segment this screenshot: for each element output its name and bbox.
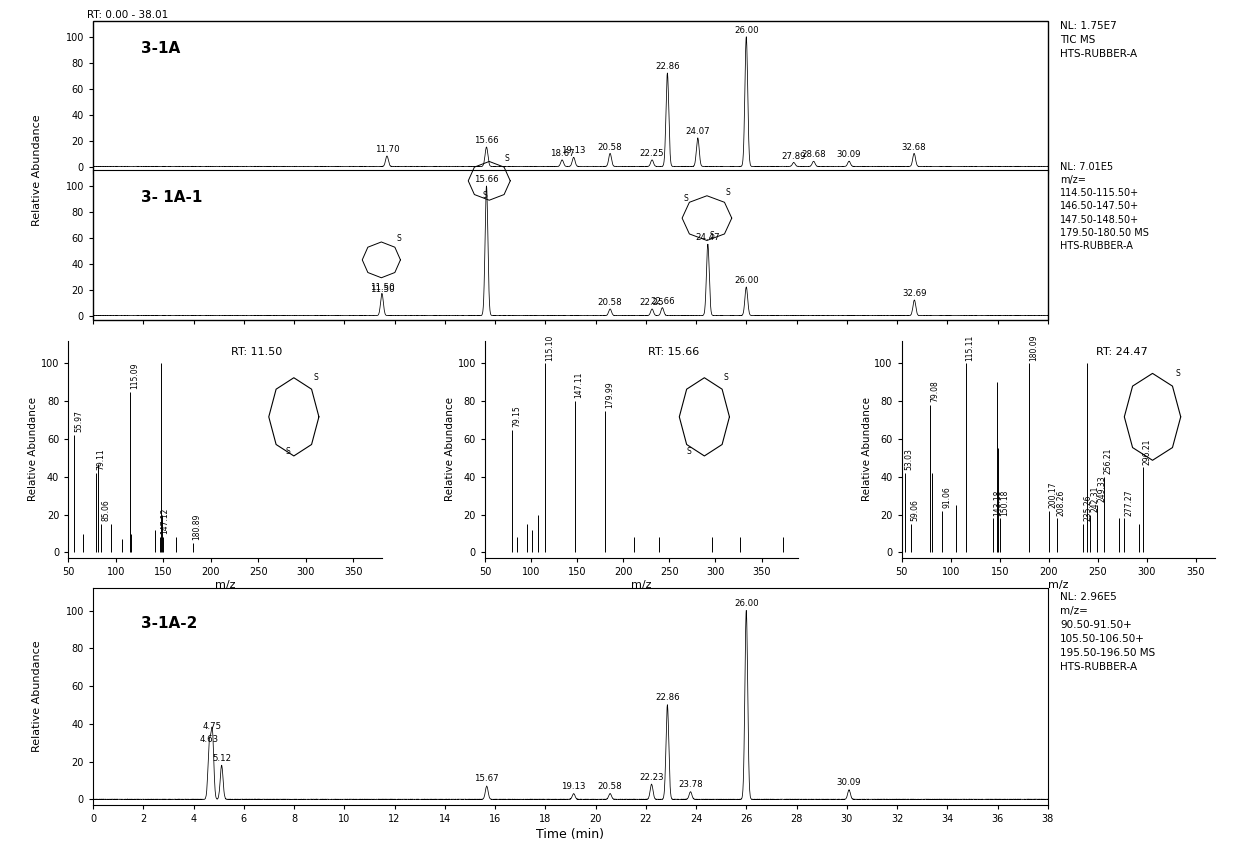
- Text: 28.68: 28.68: [801, 151, 826, 159]
- Text: 24.07: 24.07: [686, 127, 711, 136]
- Text: 55.97: 55.97: [74, 411, 83, 433]
- Text: S: S: [396, 234, 401, 244]
- Text: RT: 0.00 - 38.01: RT: 0.00 - 38.01: [87, 9, 169, 20]
- Text: 19.13: 19.13: [562, 147, 587, 155]
- Text: RT: 15.66: RT: 15.66: [649, 348, 699, 357]
- Text: 3- 1A-1: 3- 1A-1: [141, 190, 202, 204]
- Text: 26.00: 26.00: [734, 276, 759, 285]
- Text: 22.86: 22.86: [655, 62, 680, 72]
- Text: 15.67: 15.67: [475, 774, 498, 784]
- Text: 150.18: 150.18: [999, 489, 1009, 515]
- Text: S: S: [709, 232, 714, 240]
- Text: 23.78: 23.78: [678, 780, 703, 789]
- Text: 3-1A-2: 3-1A-2: [141, 616, 197, 631]
- Text: 11.50: 11.50: [370, 285, 394, 294]
- X-axis label: Time (min): Time (min): [537, 828, 604, 841]
- Text: 11.70: 11.70: [374, 145, 399, 154]
- Text: 79.15: 79.15: [512, 405, 521, 427]
- Y-axis label: Relative Abundance: Relative Abundance: [29, 397, 38, 502]
- Text: 79.08: 79.08: [930, 381, 939, 402]
- Text: 277.27: 277.27: [1125, 489, 1133, 515]
- Text: 22.86: 22.86: [655, 694, 680, 702]
- Text: S: S: [482, 191, 487, 200]
- Text: Relative Abundance: Relative Abundance: [32, 114, 42, 227]
- Text: S: S: [1176, 369, 1180, 377]
- Text: 27.89: 27.89: [781, 152, 806, 161]
- Text: 30.09: 30.09: [837, 151, 862, 159]
- Text: 147.11: 147.11: [574, 372, 584, 399]
- Text: S: S: [314, 373, 319, 382]
- Text: 22.66: 22.66: [650, 296, 675, 306]
- Text: S: S: [503, 154, 508, 163]
- Text: 20.58: 20.58: [598, 298, 622, 308]
- Text: 91.06: 91.06: [942, 486, 951, 508]
- Text: 256.21: 256.21: [1104, 447, 1112, 474]
- Text: 30.09: 30.09: [837, 778, 862, 787]
- Text: 208.26: 208.26: [1056, 489, 1066, 515]
- Text: 115.10: 115.10: [546, 334, 554, 360]
- Text: 11.50: 11.50: [370, 283, 394, 291]
- Text: S: S: [686, 447, 691, 456]
- Text: NL: 2.96E5
m/z=
90.50-91.50+
105.50-106.50+
195.50-196.50 MS
HTS-RUBBER-A: NL: 2.96E5 m/z= 90.50-91.50+ 105.50-106.…: [1060, 592, 1156, 672]
- Y-axis label: Relative Abundance: Relative Abundance: [862, 397, 872, 502]
- Text: 59.06: 59.06: [910, 499, 920, 521]
- Text: 4.75: 4.75: [203, 722, 222, 730]
- Text: NL: 7.01E5
m/z=
114.50-115.50+
146.50-147.50+
147.50-148.50+
179.50-180.50 MS
HT: NL: 7.01E5 m/z= 114.50-115.50+ 146.50-14…: [1060, 162, 1149, 251]
- Text: 4.63: 4.63: [200, 734, 219, 744]
- Text: 79.11: 79.11: [95, 449, 105, 470]
- Text: RT: 24.47: RT: 24.47: [1096, 348, 1148, 357]
- Text: 3-1A: 3-1A: [141, 41, 180, 55]
- Text: 18.67: 18.67: [549, 149, 574, 158]
- Text: 19.13: 19.13: [562, 782, 587, 791]
- Text: 53.03: 53.03: [905, 448, 914, 470]
- Text: 5.12: 5.12: [212, 754, 231, 763]
- Text: 20.58: 20.58: [598, 142, 622, 152]
- Text: 15.66: 15.66: [474, 175, 498, 184]
- Text: 296.21: 296.21: [1143, 438, 1152, 464]
- Text: 147.12: 147.12: [160, 508, 170, 534]
- X-axis label: m/z: m/z: [631, 580, 652, 590]
- Text: 15.66: 15.66: [474, 136, 498, 145]
- Text: S: S: [683, 194, 688, 203]
- Text: 22.25: 22.25: [640, 149, 665, 158]
- Text: 32.68: 32.68: [901, 142, 926, 152]
- Text: NL: 1.75E7
TIC MS
HTS-RUBBER-A: NL: 1.75E7 TIC MS HTS-RUBBER-A: [1060, 21, 1137, 60]
- Text: S: S: [724, 373, 729, 382]
- Text: 235.26: 235.26: [1084, 495, 1092, 521]
- Text: Relative Abundance: Relative Abundance: [32, 641, 42, 752]
- Text: S: S: [725, 188, 730, 197]
- Text: 26.00: 26.00: [734, 26, 759, 35]
- Text: 115.11: 115.11: [966, 334, 975, 360]
- X-axis label: m/z: m/z: [1048, 580, 1069, 590]
- X-axis label: m/z: m/z: [215, 580, 236, 590]
- Y-axis label: Relative Abundance: Relative Abundance: [445, 397, 455, 502]
- Text: RT: 11.50: RT: 11.50: [231, 348, 283, 357]
- Text: 249.33: 249.33: [1097, 475, 1106, 503]
- Text: 180.89: 180.89: [192, 514, 202, 540]
- Text: 180.09: 180.09: [1029, 334, 1038, 360]
- Text: 115.09: 115.09: [130, 362, 139, 389]
- Text: 242.31: 242.31: [1090, 486, 1099, 512]
- Text: S: S: [285, 447, 290, 456]
- Text: 179.99: 179.99: [605, 381, 614, 408]
- Text: 200.17: 200.17: [1049, 481, 1058, 508]
- Text: 22.25: 22.25: [640, 298, 665, 308]
- Text: 20.58: 20.58: [598, 782, 622, 791]
- Text: 26.00: 26.00: [734, 599, 759, 607]
- Text: 24.47: 24.47: [696, 233, 720, 242]
- Text: 32.69: 32.69: [903, 289, 926, 298]
- Text: 85.06: 85.06: [102, 499, 110, 521]
- Text: 22.23: 22.23: [640, 773, 663, 781]
- Text: 143.18: 143.18: [993, 489, 1002, 515]
